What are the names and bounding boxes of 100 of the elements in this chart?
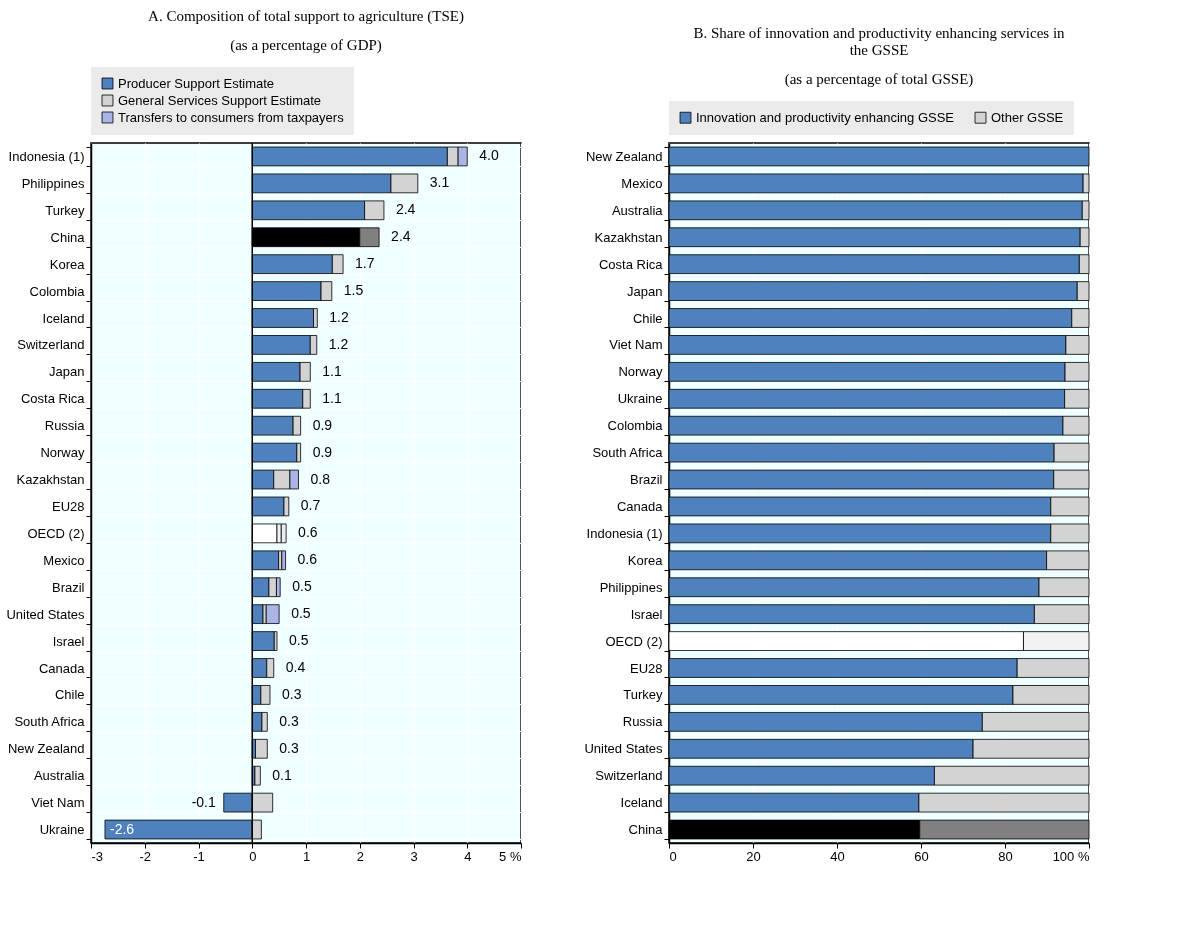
- total-label: 1.1: [322, 389, 342, 406]
- x-tick-label: 3: [410, 848, 418, 864]
- chart-title: B. Share of innovation and productivity enhancing services in the GSSE: [693, 25, 1066, 58]
- chart-subtitle: (as a percentage of GDP): [230, 37, 382, 54]
- total-label: 0.3: [281, 685, 302, 702]
- total-label: 0.4: [285, 659, 306, 675]
- x-tick-label: -3: [91, 848, 104, 864]
- chart-title: A. Composition of total support to agriculture (TSE): [148, 8, 464, 25]
- y-tick-label: Ukraine: [617, 391, 663, 407]
- total-label: 0.3: [279, 712, 299, 729]
- x-tick-label: 20: [746, 848, 761, 864]
- y-tick-label: Switzerland: [17, 337, 85, 353]
- total-label: 0.5: [288, 632, 309, 649]
- total-label: 1.1: [322, 362, 342, 379]
- total-label: 2.4: [391, 228, 411, 245]
- y-tick-label: United States: [584, 741, 663, 757]
- x-tick-label: 0: [669, 848, 677, 864]
- x-tick-label: 60: [914, 848, 929, 864]
- y-tick-label: Australia: [611, 202, 664, 218]
- y-tick-label: OECD (2): [605, 633, 663, 649]
- y-tick-label: Israel: [630, 606, 663, 622]
- y-tick-label: Australia: [33, 768, 86, 784]
- y-tick-label: Norway: [40, 445, 85, 461]
- total-label: 0.9: [312, 443, 333, 460]
- y-tick-label: Russia: [622, 714, 664, 730]
- y-tick-label: Costa Rica: [20, 391, 86, 407]
- total-label: 0.6: [297, 551, 318, 568]
- y-tick-label: Japan: [627, 283, 663, 299]
- y-tick-label: Costa Rica: [598, 256, 664, 272]
- y-tick-label: Russia: [44, 418, 86, 434]
- x-tick-label: 4: [464, 848, 472, 864]
- y-tick-label: Kazakhstan: [594, 229, 663, 245]
- y-tick-label: Turkey: [623, 687, 663, 703]
- y-tick-label: New Zealand: [7, 741, 85, 757]
- y-tick-label: Indonesia (1): [8, 148, 85, 164]
- y-tick-label: Kazakhstan: [16, 472, 85, 488]
- y-tick-label: Colombia: [607, 418, 664, 434]
- y-tick-label: Chile: [54, 687, 85, 703]
- total-label: -0.1: [191, 793, 216, 810]
- chart-subtitle: (as a percentage of total GSSE): [784, 71, 974, 88]
- y-tick-label: United States: [6, 606, 85, 622]
- y-tick-label: Philippines: [21, 175, 85, 191]
- total-label: 0.5: [291, 605, 311, 622]
- y-tick-label: Chile: [632, 310, 663, 326]
- legend-label: General Services Support Estimate: [118, 92, 322, 108]
- y-tick-label: Indonesia (1): [586, 525, 663, 541]
- total-label: 1.5: [343, 282, 364, 299]
- total-label: 3.1: [429, 174, 450, 191]
- total-label: 1.7: [355, 255, 375, 272]
- total-label: 1.2: [328, 335, 349, 352]
- y-tick-label: Iceland: [620, 795, 663, 811]
- y-tick-label: Korea: [49, 256, 86, 272]
- y-tick-label: Japan: [49, 364, 85, 380]
- total-label: 0.5: [292, 578, 312, 595]
- total-label: 0.1: [272, 766, 292, 783]
- x-tick-label: 1: [302, 848, 311, 864]
- total-label: 0.7: [300, 497, 321, 514]
- y-tick-label: Canada: [616, 498, 664, 514]
- y-tick-label: Korea: [627, 552, 664, 568]
- total-label: 0.8: [310, 470, 331, 487]
- x-tick-label: 0: [249, 848, 257, 864]
- x-tick-label: 100 %: [1052, 848, 1090, 864]
- y-tick-label: Mexico: [621, 175, 663, 191]
- y-tick-label: Israel: [52, 633, 85, 649]
- y-tick-label: Brazil: [629, 472, 663, 488]
- x-tick-label: -1: [193, 848, 205, 864]
- y-tick-label: Colombia: [29, 283, 86, 299]
- y-tick-label: Viet Nam: [31, 795, 85, 811]
- y-tick-label: South Africa: [14, 714, 86, 730]
- y-tick-label: China: [50, 229, 86, 245]
- y-tick-label: Switzerland: [595, 768, 663, 784]
- legend-label: Transfers to consumers from taxpayers: [118, 109, 345, 125]
- legend-label: Innovation and productivity enhancing GSSE: [696, 109, 955, 125]
- total-label: 4.0: [479, 147, 499, 164]
- y-tick-label: Viet Nam: [609, 337, 663, 353]
- total-label: 0.6: [298, 524, 318, 541]
- y-tick-label: Iceland: [42, 310, 85, 326]
- x-tick-label: 5 %: [499, 848, 522, 864]
- y-tick-label: Norway: [618, 364, 663, 380]
- y-tick-label: Philippines: [599, 579, 663, 595]
- y-tick-label: Brazil: [51, 579, 85, 595]
- y-tick-label: OECD (2): [27, 525, 85, 541]
- total-label: 1.2: [329, 309, 349, 325]
- x-tick-label: 40: [830, 848, 845, 864]
- y-tick-label: Canada: [38, 660, 86, 676]
- x-tick-label: 80: [998, 848, 1013, 864]
- legend-label: Producer Support Estimate: [118, 75, 275, 91]
- total-label: -2.6: [109, 820, 135, 837]
- total-label: 2.4: [395, 201, 416, 218]
- x-tick-label: 2: [356, 848, 364, 864]
- total-label: 0.9: [312, 416, 333, 433]
- y-tick-label: EU28: [629, 660, 663, 676]
- y-tick-label: China: [628, 822, 664, 838]
- legend-label: Other GSSE: [991, 109, 1064, 125]
- y-tick-label: Ukraine: [39, 822, 85, 838]
- total-label: 0.3: [279, 739, 299, 756]
- y-tick-label: EU28: [51, 498, 85, 514]
- y-tick-label: South Africa: [592, 445, 664, 461]
- x-tick-label: -2: [139, 848, 152, 864]
- y-tick-label: Mexico: [43, 552, 85, 568]
